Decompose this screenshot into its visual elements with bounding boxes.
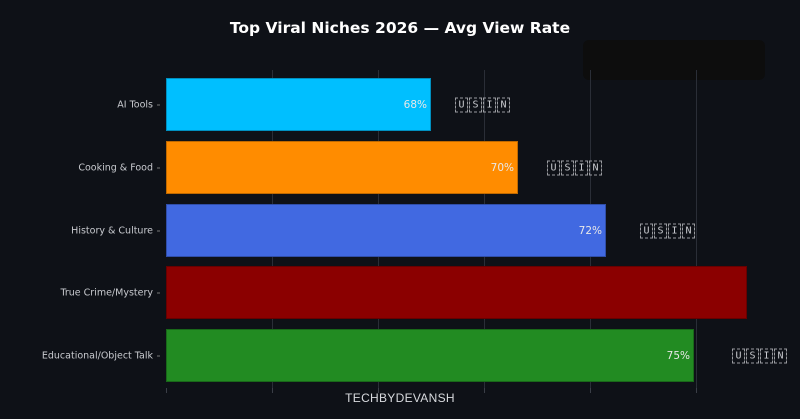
- flag-glyph-icon: I: [668, 223, 681, 238]
- flag-glyph-icon: N: [774, 348, 787, 363]
- plot-area: 68% 70% 72% 75%: [166, 70, 800, 393]
- x-axis-label: TECHBYDEVANSH: [345, 391, 455, 405]
- category-label: AI Tools: [117, 99, 160, 110]
- flag-glyph-icon: U: [455, 97, 468, 112]
- bar: 68%: [166, 78, 431, 131]
- category-label: True Crime/Mystery: [60, 287, 160, 298]
- flag-glyph-icon: S: [469, 97, 482, 112]
- flag-glyph-icon: N: [497, 97, 510, 112]
- x-tick: [484, 388, 485, 393]
- flag-glyph-icon: I: [483, 97, 496, 112]
- flag-glyph-icon: I: [575, 160, 588, 175]
- category-label: Educational/Object Talk: [42, 350, 160, 361]
- bar: 75%: [166, 329, 694, 382]
- bar-value-label: 75%: [666, 349, 690, 362]
- flag-glyph-icon: S: [561, 160, 574, 175]
- x-tick: [166, 388, 167, 393]
- bar: 70%: [166, 141, 518, 194]
- x-tick: [696, 388, 697, 393]
- bar: 72%: [166, 204, 606, 257]
- flag-glyph-icon: U: [732, 348, 745, 363]
- bar-value-label: 72%: [578, 224, 602, 237]
- flag-glyph-icon: U: [640, 223, 653, 238]
- flag-glyph-icon: S: [746, 348, 759, 363]
- x-tick: [590, 388, 591, 393]
- x-tick: [378, 388, 379, 393]
- bar: [166, 266, 747, 319]
- x-tick: [272, 388, 273, 393]
- bar-value-label: 70%: [490, 161, 514, 174]
- flag-glyph-icon: I: [760, 348, 773, 363]
- flag-glyph-icon: N: [682, 223, 695, 238]
- flag-glyph-icon: N: [589, 160, 602, 175]
- gridline: [696, 70, 697, 388]
- category-label: History & Culture: [71, 225, 160, 236]
- redacted-legend-box: [583, 40, 765, 80]
- flag-glyph-icon: S: [654, 223, 667, 238]
- flag-glyph-icon: U: [547, 160, 560, 175]
- chart-title: Top Viral Niches 2026 — Avg View Rate: [229, 19, 571, 37]
- bar-value-label: 68%: [403, 98, 427, 111]
- category-label: Cooking & Food: [78, 162, 160, 173]
